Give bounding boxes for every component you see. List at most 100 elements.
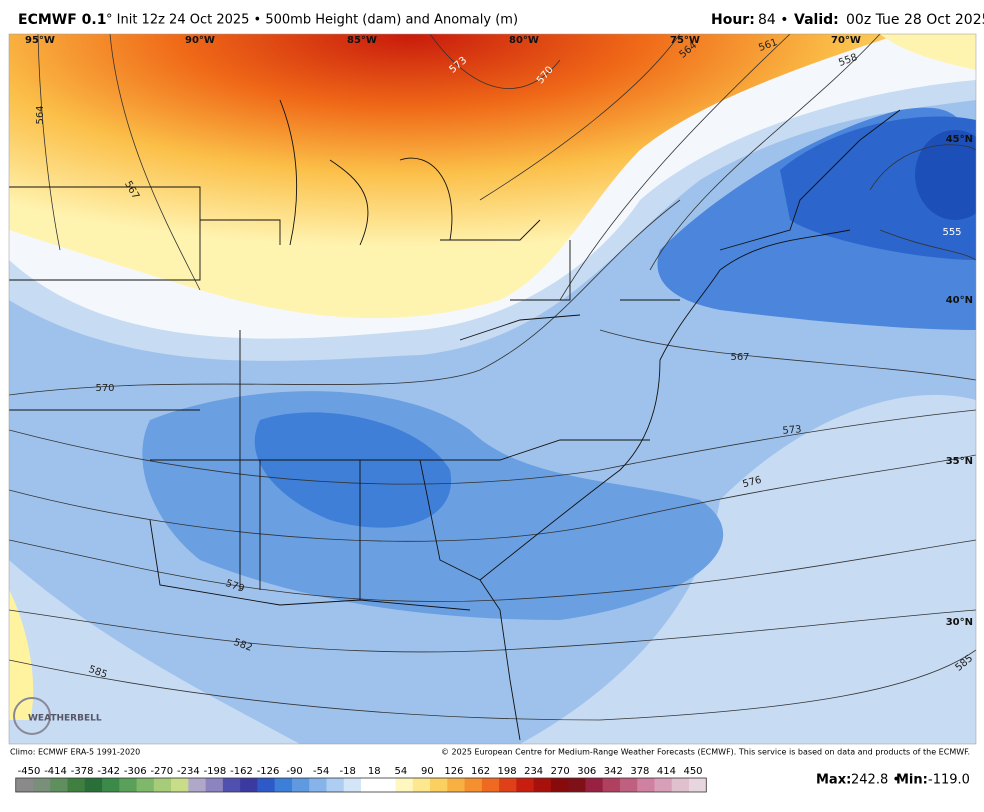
colorbar-swatch	[619, 778, 638, 792]
lat-label: 45°N	[946, 134, 973, 145]
copyright: © 2025 European Centre for Medium-Range …	[441, 748, 970, 757]
colorbar-tick: 270	[551, 766, 570, 777]
colorbar-swatch	[309, 778, 327, 792]
init: ° Init 12z 24 Oct 2025 • 500mb Height (d…	[106, 13, 518, 28]
colorbar-tick: -378	[71, 766, 94, 777]
colorbar-tick: -234	[177, 766, 200, 777]
lon-label: 90°W	[185, 35, 215, 46]
valid: 00z Tue 28 Oct 2025	[846, 12, 984, 28]
lon-label: 75°W	[670, 35, 700, 46]
lon-label: 95°W	[25, 35, 55, 46]
contour-label: 573	[782, 424, 802, 437]
colorbar-swatch	[343, 778, 362, 792]
contour-label: 564	[35, 105, 46, 124]
contour-label: 570	[95, 383, 114, 394]
max-label: Max:	[816, 773, 851, 788]
colorbar-tick: 306	[577, 766, 596, 777]
lon-label: 80°W	[509, 35, 539, 46]
colorbar-swatch	[378, 778, 397, 792]
colorbar-tick: 414	[657, 766, 676, 777]
colorbar-swatch	[447, 778, 466, 792]
colorbar-swatch	[84, 778, 103, 792]
lat-label: 40°N	[946, 295, 973, 306]
colorbar-tick: 234	[524, 766, 543, 777]
colorbar-swatch	[499, 778, 517, 792]
colorbar-tick: -54	[313, 766, 329, 777]
colorbar-swatch	[637, 778, 655, 792]
min-label: Min:	[896, 773, 928, 788]
hour-label: Hour:	[711, 12, 755, 28]
colorbar-swatch	[516, 778, 535, 792]
colorbar-swatch	[222, 778, 241, 792]
colorbar-swatch	[654, 778, 673, 792]
lon-label: 85°W	[347, 35, 377, 46]
colorbar-tick: 54	[394, 766, 407, 777]
colorbar-tick: 90	[421, 766, 434, 777]
map	[9, 34, 976, 744]
contour-label: 555	[942, 227, 961, 238]
colorbar-swatch	[50, 778, 69, 792]
colorbar-swatch	[32, 778, 51, 792]
colorbar-swatch	[291, 778, 310, 792]
colorbar-swatch	[602, 778, 621, 792]
colorbar-tick: -270	[150, 766, 173, 777]
model: ECMWF 0.1	[18, 12, 106, 28]
colorbar-tick: -126	[257, 766, 280, 777]
colorbar-tick: -306	[124, 766, 147, 777]
colorbar-tick: -162	[230, 766, 253, 777]
colorbar-swatch	[119, 778, 138, 792]
colorbar-swatch	[464, 778, 483, 792]
colorbar-swatch	[361, 778, 379, 792]
colorbar-swatch	[671, 778, 690, 792]
colorbar-tick: 126	[444, 766, 463, 777]
contour-label: 567	[730, 352, 749, 363]
colorbar-frame	[15, 777, 707, 793]
colorbar-tick: -18	[340, 766, 356, 777]
colorbar-swatch	[205, 778, 224, 792]
colorbar-swatch	[481, 778, 500, 792]
colorbar-tick: -450	[18, 766, 41, 777]
lon-label: 70°W	[831, 35, 861, 46]
colorbar-tick: 18	[368, 766, 381, 777]
colorbar-tick: -342	[97, 766, 120, 777]
colorbar-tick: 378	[630, 766, 649, 777]
logo: WEATHERBELL	[28, 714, 102, 724]
max: 242.8 •	[851, 773, 900, 788]
colorbar-swatch	[67, 778, 86, 792]
colorbar-swatch	[153, 778, 172, 792]
colorbar-swatch	[412, 778, 431, 792]
colorbar-swatch	[585, 778, 604, 792]
colorbar-swatch	[257, 778, 276, 792]
colorbar-tick: -90	[286, 766, 302, 777]
colorbar-swatch	[326, 778, 345, 792]
colorbar-tick: 198	[498, 766, 517, 777]
valid-label: Valid:	[794, 12, 839, 28]
colorbar-swatch	[15, 778, 34, 792]
lat-label: 30°N	[946, 617, 973, 628]
contour-label: 576	[741, 475, 762, 491]
colorbar-swatch	[171, 778, 189, 792]
colorbar-swatch	[568, 778, 586, 792]
colorbar-tick: 450	[683, 766, 702, 777]
min: -119.0	[928, 773, 970, 788]
lat-label: 35°N	[946, 456, 973, 467]
colorbar-swatch	[102, 778, 120, 792]
colorbar-swatch	[240, 778, 258, 792]
colorbar-swatch	[395, 778, 414, 792]
logo-mark	[13, 697, 51, 735]
colorbar-tick: -198	[204, 766, 227, 777]
colorbar-tick: 162	[471, 766, 490, 777]
colorbar-swatch	[430, 778, 448, 792]
colorbar-swatch	[689, 778, 707, 792]
colorbar-swatch	[188, 778, 207, 792]
climo: Climo: ECMWF ERA-5 1991-2020	[10, 748, 140, 757]
colorbar: -450 -414 -378 -342 -306 -270 -234 -198 -162 -126…	[15, 766, 707, 793]
colorbar-swatch	[533, 778, 552, 792]
colorbar-swatch	[136, 778, 155, 792]
colorbar-swatch	[274, 778, 293, 792]
hour: 84 •	[758, 12, 789, 28]
colorbar-tick: 342	[604, 766, 623, 777]
colorbar-tick: -414	[44, 766, 67, 777]
colorbar-swatch	[550, 778, 569, 792]
